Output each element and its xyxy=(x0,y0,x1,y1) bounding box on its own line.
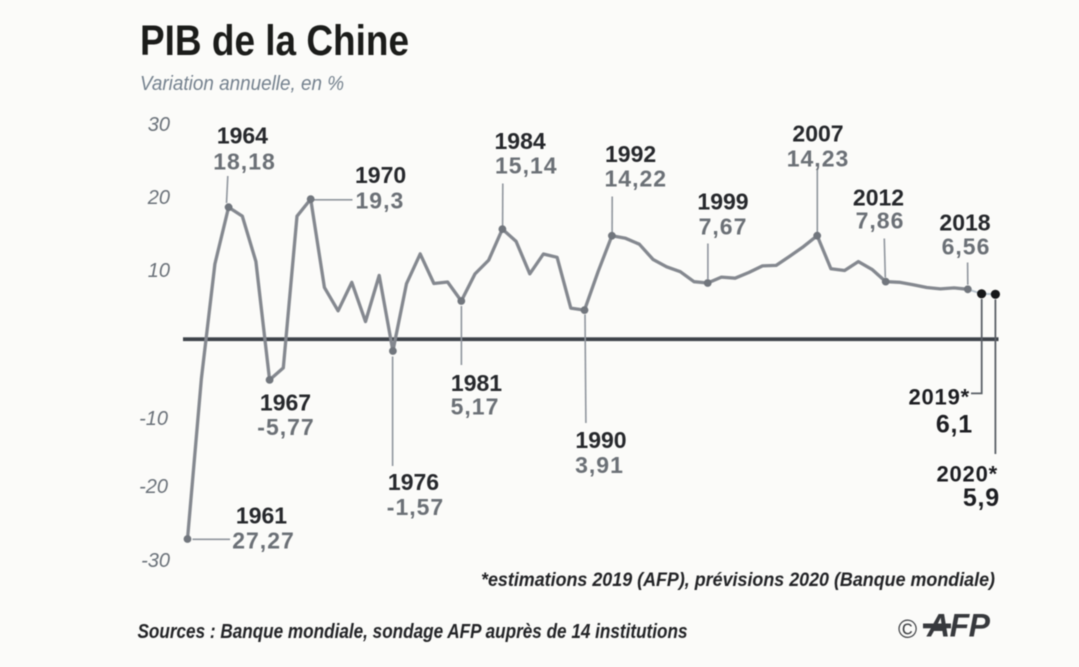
svg-text:2020*: 2020* xyxy=(936,462,998,487)
svg-text:5,17: 5,17 xyxy=(451,394,500,420)
svg-text:*estimations 2019 (AFP), prévi: *estimations 2019 (AFP), prévisions 2020… xyxy=(481,569,995,591)
svg-text:10: 10 xyxy=(148,260,170,282)
svg-text:1976: 1976 xyxy=(388,469,439,495)
svg-text:PIB de la Chine: PIB de la Chine xyxy=(140,17,409,65)
svg-text:7,67: 7,67 xyxy=(699,214,748,240)
svg-text:30: 30 xyxy=(148,114,170,136)
svg-text:-1,57: -1,57 xyxy=(387,494,444,520)
svg-text:©: © xyxy=(898,614,917,644)
svg-text:6,56: 6,56 xyxy=(942,234,991,260)
svg-text:1999: 1999 xyxy=(697,189,748,215)
svg-text:2007: 2007 xyxy=(792,121,843,147)
svg-text:1984: 1984 xyxy=(495,128,546,154)
svg-text:Variation annuelle, en %: Variation annuelle, en % xyxy=(140,73,344,95)
svg-text:1990: 1990 xyxy=(575,427,626,453)
svg-text:-10: -10 xyxy=(139,408,168,430)
svg-text:-5,77: -5,77 xyxy=(257,414,314,440)
svg-text:1981: 1981 xyxy=(451,370,502,396)
svg-text:6,1: 6,1 xyxy=(936,411,973,439)
svg-text:1964: 1964 xyxy=(217,123,268,149)
svg-text:14,23: 14,23 xyxy=(787,146,850,172)
svg-text:1970: 1970 xyxy=(355,162,406,188)
svg-text:2012: 2012 xyxy=(853,185,904,211)
svg-text:14,22: 14,22 xyxy=(605,166,668,192)
svg-text:1961: 1961 xyxy=(236,503,287,529)
svg-text:1992: 1992 xyxy=(605,141,656,167)
svg-text:19,3: 19,3 xyxy=(356,188,405,214)
svg-text:2018: 2018 xyxy=(939,210,990,236)
svg-text:-20: -20 xyxy=(139,476,168,498)
svg-text:-30: -30 xyxy=(141,550,170,572)
svg-text:1967: 1967 xyxy=(260,390,311,416)
svg-text:7,86: 7,86 xyxy=(856,208,905,234)
svg-text:2019*: 2019* xyxy=(908,385,970,410)
svg-text:Sources : Banque mondiale, son: Sources : Banque mondiale, sondage AFP a… xyxy=(138,621,688,643)
svg-text:15,14: 15,14 xyxy=(495,153,558,179)
svg-text:18,18: 18,18 xyxy=(213,149,276,175)
svg-text:3,91: 3,91 xyxy=(575,452,624,478)
svg-text:27,27: 27,27 xyxy=(232,528,295,554)
svg-text:5,9: 5,9 xyxy=(963,484,1000,512)
svg-text:20: 20 xyxy=(147,187,170,209)
